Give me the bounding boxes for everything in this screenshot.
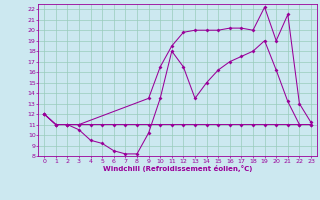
- X-axis label: Windchill (Refroidissement éolien,°C): Windchill (Refroidissement éolien,°C): [103, 165, 252, 172]
